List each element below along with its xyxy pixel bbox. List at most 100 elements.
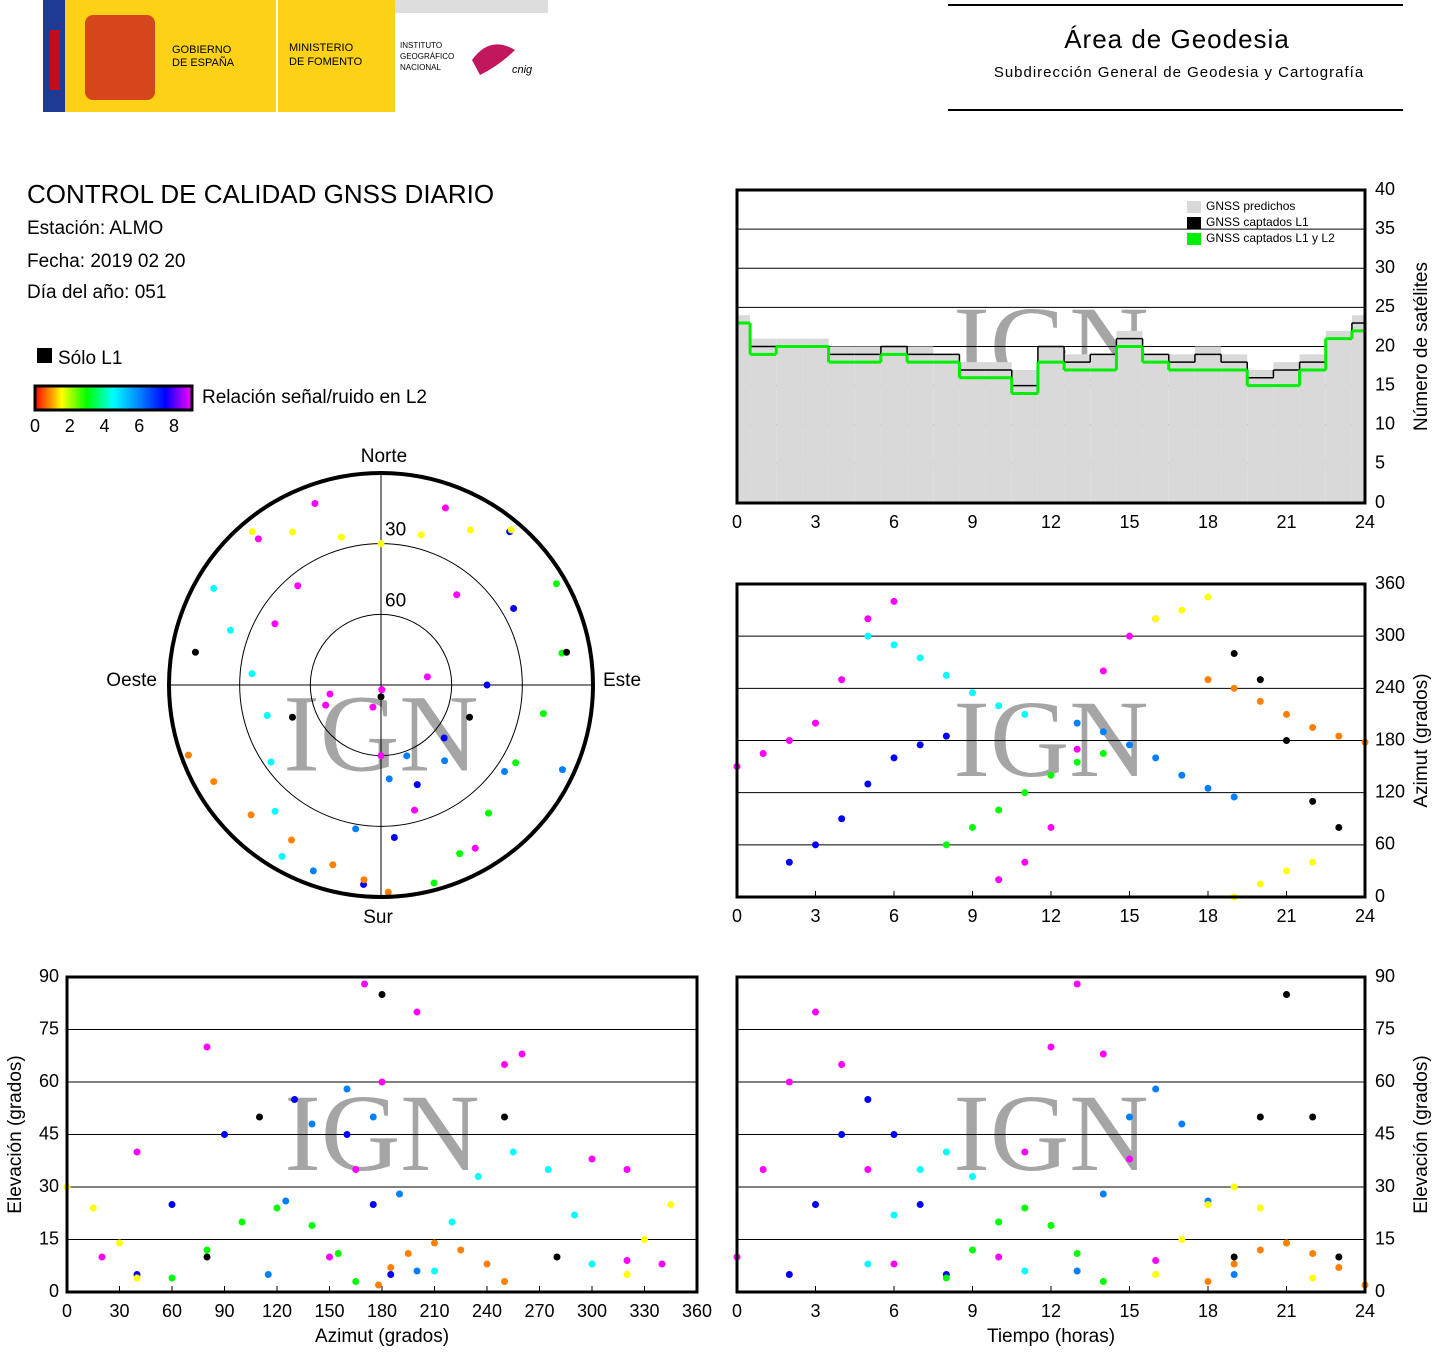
track-point (322, 701, 330, 709)
predicted-bar (1168, 354, 1195, 503)
legend-swatch (1187, 233, 1201, 245)
y-tick-label: 45 (1375, 1123, 1395, 1143)
track-point (588, 1155, 596, 1163)
track-point (890, 1211, 898, 1219)
track-point (1230, 650, 1238, 658)
x-axis-label: Azimut (grados) (315, 1326, 449, 1347)
track-point (864, 1096, 872, 1103)
predicted-bar (1116, 330, 1143, 503)
track-point (667, 1201, 675, 1208)
track-point (203, 1253, 211, 1261)
track-point (916, 1166, 924, 1173)
track-point (1126, 632, 1133, 640)
y-tick-label: 75 (39, 1018, 59, 1038)
track-point (1073, 1267, 1081, 1275)
header: GOBIERNO DE ESPAÑA MINISTERIO DE FOMENTO… (43, 0, 1403, 112)
logo-flag (50, 30, 60, 90)
track-point (133, 1274, 141, 1282)
track-point (995, 1218, 1003, 1226)
track-point (1126, 741, 1133, 749)
track-point (168, 1201, 176, 1208)
track-point (1230, 1260, 1238, 1268)
y-tick-label: 60 (1375, 1071, 1395, 1091)
track-point (98, 1253, 106, 1261)
track-point (916, 1201, 924, 1208)
track-point (1099, 1190, 1107, 1198)
predicted-bar (933, 354, 960, 503)
track-point (441, 504, 449, 512)
x-tick-label: 270 (524, 1301, 554, 1321)
predicted-bar (1325, 330, 1352, 503)
subdirectorate: Subdirección General de Geodesia y Carto… (994, 64, 1364, 81)
track-point (890, 1260, 898, 1268)
y-tick-label: 0 (1375, 886, 1385, 906)
y-tick-label: 30 (39, 1176, 59, 1196)
track-point (1230, 684, 1238, 692)
track-point (916, 654, 924, 662)
chart: IGN 0 15 30 45 60 75 90 0 3 6 9 12 15 18 21 24 Elevación … (732, 966, 1432, 1347)
track-point (1021, 1267, 1029, 1275)
track-point (812, 1008, 819, 1016)
track-point (553, 1253, 561, 1261)
track-point (759, 750, 767, 758)
plot-frame (735, 975, 1367, 1294)
area-title: Área de Geodesia (1064, 24, 1290, 54)
track-point (1178, 1120, 1186, 1128)
track-point (1335, 1253, 1343, 1261)
y-tick-label: 30 (1375, 1176, 1395, 1196)
track-point (890, 597, 898, 605)
track-point (411, 806, 419, 814)
track-point (369, 1113, 377, 1121)
track-point (377, 752, 385, 760)
track-point (1073, 1250, 1081, 1257)
x-tick-label: 12 (1041, 906, 1061, 926)
track-point (264, 1271, 272, 1278)
y-tick-label: 60 (39, 1071, 59, 1091)
track-point (1256, 1246, 1264, 1254)
track-point (942, 671, 950, 679)
track-point (1099, 667, 1107, 675)
predicted-bar (1142, 354, 1169, 503)
track-point (1335, 823, 1343, 831)
x-tick-label: 330 (629, 1301, 659, 1321)
track-point (1047, 823, 1055, 831)
colorbar-tick-label: 6 (134, 416, 144, 436)
watermark: IGN (284, 1072, 480, 1194)
y-tick-label: 15 (1375, 1228, 1395, 1248)
track-point (448, 1218, 456, 1226)
ring-label: 30 (385, 520, 406, 541)
y-tick-label: 90 (39, 966, 59, 986)
colorbar (33, 384, 194, 412)
track-point (1309, 1274, 1317, 1282)
track-point (563, 648, 571, 656)
track-point (1335, 732, 1343, 740)
track-point (474, 1173, 482, 1180)
track-point (326, 1253, 333, 1261)
track-point (413, 781, 421, 789)
track-point (1021, 858, 1029, 866)
track-point (440, 734, 448, 742)
track-point (352, 1166, 360, 1173)
x-tick-label: 60 (162, 1301, 182, 1321)
x-tick-label: 360 (682, 1301, 712, 1321)
track-point (1230, 1183, 1238, 1191)
track-point (1178, 1236, 1186, 1243)
colorbar-tick-label: 8 (169, 416, 179, 436)
track-point (413, 1008, 421, 1016)
colorbar-tick-label: 0 (30, 416, 40, 436)
track-point (441, 757, 449, 765)
track-point (890, 1131, 898, 1138)
x-tick-label: 30 (109, 1301, 129, 1321)
x-tick-label: 18 (1198, 1301, 1218, 1321)
y-tick-label: 15 (39, 1228, 59, 1248)
x-axis-label: Tiempo (horas) (987, 1326, 1115, 1347)
x-tick-label: 15 (1119, 512, 1139, 532)
predicted-bar (1247, 369, 1274, 503)
track-point (995, 1253, 1003, 1261)
track-point (377, 540, 385, 548)
track-point (309, 867, 317, 875)
header-bar (395, 0, 548, 13)
predicted-bar (1037, 346, 1065, 503)
track-point (282, 1197, 290, 1205)
